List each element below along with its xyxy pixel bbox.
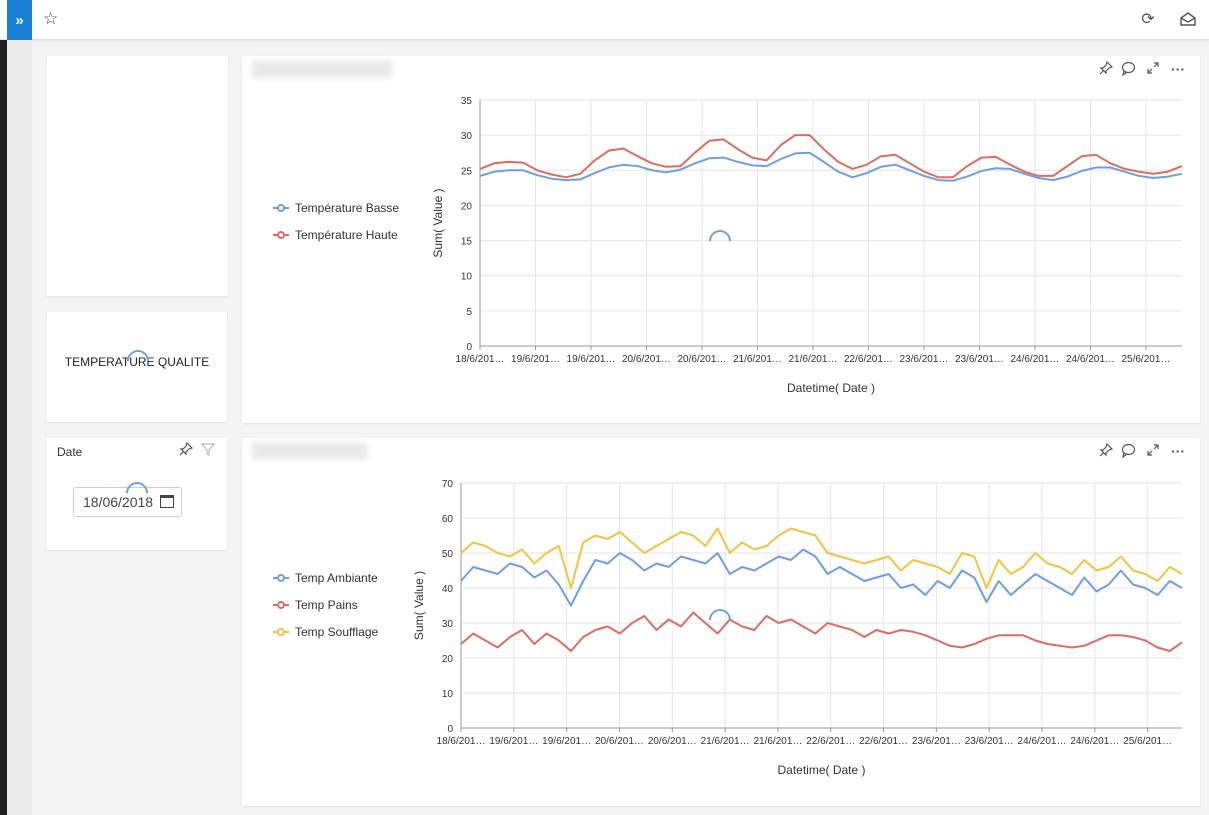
y-tick-label: 30	[442, 619, 454, 630]
left-strip	[7, 40, 32, 815]
x-tick-label: 20/6/201…	[648, 736, 697, 747]
x-tick-label: 21/6/201…	[753, 736, 802, 747]
y-tick-label: 30	[461, 131, 473, 142]
legend-item[interactable]: Température Haute	[273, 228, 398, 242]
series-line	[460, 527, 1183, 589]
series-line	[479, 134, 1183, 179]
x-tick-label: 22/6/201…	[806, 736, 855, 747]
y-tick-label: 0	[447, 724, 453, 735]
legend-marker-icon	[273, 573, 289, 583]
legend-item[interactable]: Temp Pains	[273, 598, 358, 612]
x-tick-label: 21/6/201…	[733, 354, 782, 365]
y-axis-label: Sum( Value )	[412, 571, 426, 640]
left-rail	[0, 40, 7, 815]
series-line	[479, 151, 1183, 182]
x-tick-label: 22/6/201…	[859, 736, 908, 747]
loading-spinner-icon	[122, 345, 154, 377]
expand-icon[interactable]	[1145, 443, 1161, 459]
x-tick-label: 20/6/201…	[595, 736, 644, 747]
x-tick-label: 19/6/201…	[511, 354, 560, 365]
x-axis-label: Datetime( Date )	[787, 381, 875, 395]
quality-card[interactable]: TEMPERATURE QUALITE	[47, 312, 227, 422]
x-tick-label: 24/6/201…	[1070, 736, 1119, 747]
legend-marker-icon	[273, 230, 289, 240]
y-tick-label: 15	[461, 237, 473, 248]
chart-card-process[interactable]: ··· Temp Ambiante Temp Pains Temp Souffl…	[242, 438, 1200, 806]
chart-title-blurred	[252, 60, 392, 78]
x-tick-label: 21/6/201…	[701, 736, 750, 747]
x-tick-label: 22/6/201…	[844, 354, 893, 365]
more-options-icon[interactable]: ···	[1171, 61, 1185, 77]
x-tick-label: 19/6/201…	[542, 736, 591, 747]
chart-card-temperature[interactable]: ··· Température Basse Température Haute …	[242, 56, 1200, 423]
chart-temperature: 0 5 10 15 20 25 30 35 18/6/201… 19/6/201… 19/6/201…	[431, 96, 1183, 395]
y-tick-label: 10	[461, 272, 473, 283]
legend-marker-icon	[273, 203, 289, 213]
expand-icon[interactable]	[1145, 61, 1161, 77]
x-tick-label: 24/6/201…	[1066, 354, 1115, 365]
x-tick-label: 20/6/201…	[678, 354, 727, 365]
pin-icon[interactable]	[1098, 442, 1114, 459]
calendar-icon[interactable]	[160, 495, 174, 508]
y-tick-label: 5	[466, 307, 472, 318]
legend-label: Température Basse	[295, 201, 400, 215]
x-tick-label: 20/6/201…	[622, 354, 671, 365]
date-filter-card: Date 18/06/2018	[47, 438, 227, 550]
x-tick-label: 24/6/201…	[1018, 736, 1067, 747]
date-value: 18/06/2018	[83, 494, 154, 510]
legend-label: Température Haute	[295, 228, 398, 242]
legend-label: Temp Ambiante	[295, 571, 378, 585]
x-tick-label: 23/6/201…	[899, 354, 948, 365]
legend-marker-icon	[273, 600, 289, 610]
x-tick-label: 23/6/201…	[965, 736, 1014, 747]
legend-label: Temp Pains	[295, 598, 358, 612]
y-tick-label: 60	[442, 514, 454, 525]
x-tick-label: 24/6/201…	[1010, 354, 1059, 365]
y-tick-label: 10	[442, 689, 454, 700]
star-icon[interactable]: ☆	[43, 9, 59, 28]
comment-icon[interactable]	[1120, 61, 1136, 77]
y-tick-label: 20	[461, 201, 473, 212]
more-options-icon[interactable]: ···	[1171, 443, 1185, 459]
x-tick-label: 18/6/201…	[456, 354, 505, 365]
legend-item[interactable]: Temp Ambiante	[273, 571, 378, 585]
top-toolbar: » ☆ ⟳	[0, 0, 1209, 40]
legend-item[interactable]: Temp Soufflage	[273, 625, 378, 639]
pin-icon[interactable]	[178, 441, 194, 458]
x-tick-label: 25/6/201…	[1121, 354, 1170, 365]
chart-title-blurred	[252, 442, 367, 460]
y-axis-label: Sum( Value )	[431, 188, 445, 257]
series-line	[460, 548, 1183, 607]
x-tick-label: 23/6/201…	[912, 736, 961, 747]
share-icon[interactable]	[1178, 10, 1198, 30]
y-tick-label: 70	[442, 479, 454, 490]
comment-icon[interactable]	[1120, 443, 1136, 459]
series-line	[460, 611, 1183, 652]
x-tick-label: 18/6/201…	[437, 736, 486, 747]
quality-title: TEMPERATURE QUALITE	[64, 355, 210, 369]
x-tick-label: 25/6/201…	[1123, 736, 1172, 747]
y-tick-label: 35	[461, 96, 473, 107]
y-tick-label: 50	[442, 549, 454, 560]
empty-card	[47, 56, 228, 296]
x-axis-label: Datetime( Date )	[777, 763, 865, 777]
y-tick-label: 40	[442, 584, 454, 595]
legend-marker-icon	[273, 627, 289, 637]
x-tick-label: 19/6/201…	[567, 354, 616, 365]
y-tick-label: 0	[466, 342, 472, 353]
x-tick-label: 21/6/201…	[788, 354, 837, 365]
date-filter-label: Date	[57, 445, 83, 459]
y-tick-label: 20	[442, 654, 454, 665]
legend-label: Temp Soufflage	[295, 625, 379, 639]
double-chevron-right-icon[interactable]: »	[7, 0, 32, 40]
legend-item[interactable]: Température Basse	[273, 201, 399, 215]
refresh-icon[interactable]: ⟳	[1141, 11, 1155, 28]
date-input[interactable]: 18/06/2018	[73, 487, 182, 517]
x-tick-label: 19/6/201…	[489, 736, 538, 747]
pin-icon[interactable]	[1098, 60, 1114, 77]
y-tick-label: 25	[461, 166, 473, 177]
x-tick-label: 23/6/201…	[955, 354, 1004, 365]
filter-icon[interactable]	[200, 442, 216, 458]
